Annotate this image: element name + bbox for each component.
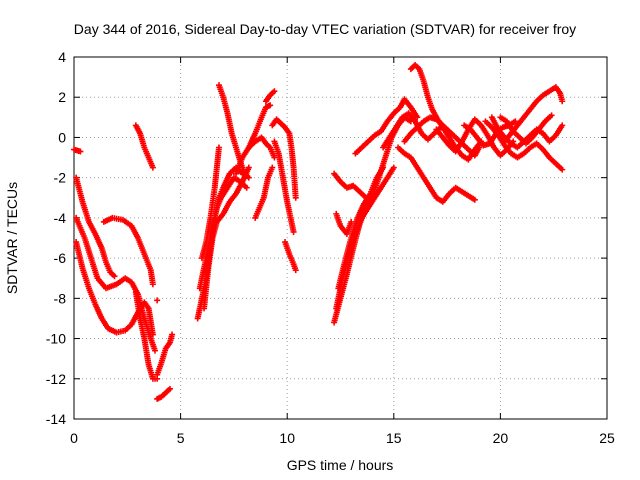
data-point — [149, 331, 156, 338]
data-point — [267, 102, 274, 109]
data-point — [245, 164, 252, 171]
data-point — [169, 331, 176, 338]
series-s19 — [262, 88, 278, 105]
data-point — [243, 184, 250, 191]
series-s22 — [282, 239, 299, 274]
data-point — [290, 228, 297, 235]
data-point — [559, 166, 566, 173]
data-point — [245, 174, 252, 181]
series-s30 — [395, 144, 478, 205]
series-s9 — [154, 385, 173, 402]
series-s17 — [245, 134, 278, 161]
data-point — [559, 122, 566, 129]
plot-frame — [73, 56, 608, 420]
y-tick-label: 2 — [58, 89, 66, 105]
data-point — [380, 164, 387, 171]
y-axis-label: SDTVAR / TECUs — [4, 182, 20, 294]
series-s8 — [154, 331, 176, 378]
series-s28 — [352, 96, 421, 157]
x-tick-label: 5 — [177, 430, 185, 446]
x-axis-ticks: 0 5 10 15 20 25 — [70, 57, 615, 446]
series-s10 — [154, 297, 161, 304]
y-tick-label: -6 — [54, 250, 67, 266]
y-tick-label: -10 — [46, 331, 66, 347]
series-s24 — [333, 210, 355, 237]
x-tick-label: 25 — [599, 430, 615, 446]
data-points — [71, 62, 566, 402]
x-tick-label: 15 — [386, 430, 402, 446]
series-s21 — [271, 138, 297, 235]
y-tick-label: -14 — [46, 411, 66, 427]
data-point — [215, 144, 222, 151]
data-point — [152, 347, 159, 354]
series-s13 — [198, 144, 222, 262]
series-s15 — [215, 82, 252, 181]
series-s32 — [407, 62, 485, 163]
data-point — [548, 112, 555, 119]
series-s23 — [331, 170, 370, 201]
y-tick-label: -4 — [54, 210, 67, 226]
data-point — [292, 194, 299, 201]
data-point — [269, 164, 276, 171]
data-point — [166, 385, 173, 392]
series-s2 — [73, 174, 118, 280]
series-s20 — [269, 116, 299, 201]
x-tick-label: 0 — [70, 430, 78, 446]
y-tick-label: 4 — [58, 49, 66, 65]
data-point — [149, 164, 156, 171]
series-s38 — [497, 112, 555, 147]
series-s25 — [331, 114, 414, 326]
x-axis-label: GPS time / hours — [287, 457, 394, 473]
series-s16 — [233, 102, 274, 177]
data-point — [512, 118, 519, 125]
data-point — [414, 114, 421, 121]
data-point — [471, 196, 478, 203]
y-tick-label: -12 — [46, 371, 66, 387]
series-s31 — [401, 114, 483, 159]
x-tick-label: 10 — [279, 430, 295, 446]
series-s27 — [335, 164, 387, 292]
y-axis-ticks: -14 -12 -10 -8 -6 -4 -2 0 2 4 — [46, 49, 607, 427]
series-s7 — [132, 289, 161, 382]
series-s5 — [100, 214, 156, 288]
y-tick-label: -2 — [54, 170, 67, 186]
chart-title: Day 344 of 2016, Sidereal Day-to-day VTE… — [74, 21, 576, 37]
data-point — [154, 297, 161, 304]
series-s18 — [252, 164, 276, 221]
series-s1 — [71, 146, 84, 155]
data-point — [149, 281, 156, 288]
series-s6 — [132, 122, 156, 171]
series-s4 — [73, 239, 156, 338]
data-point — [77, 148, 84, 155]
data-point — [292, 267, 299, 274]
data-point — [271, 88, 278, 95]
data-point — [559, 98, 566, 105]
data-point — [348, 218, 355, 225]
y-tick-label: -8 — [54, 290, 67, 306]
x-tick-label: 20 — [493, 430, 509, 446]
data-point — [111, 273, 118, 280]
y-tick-label: 0 — [58, 129, 66, 145]
data-point — [390, 164, 397, 171]
